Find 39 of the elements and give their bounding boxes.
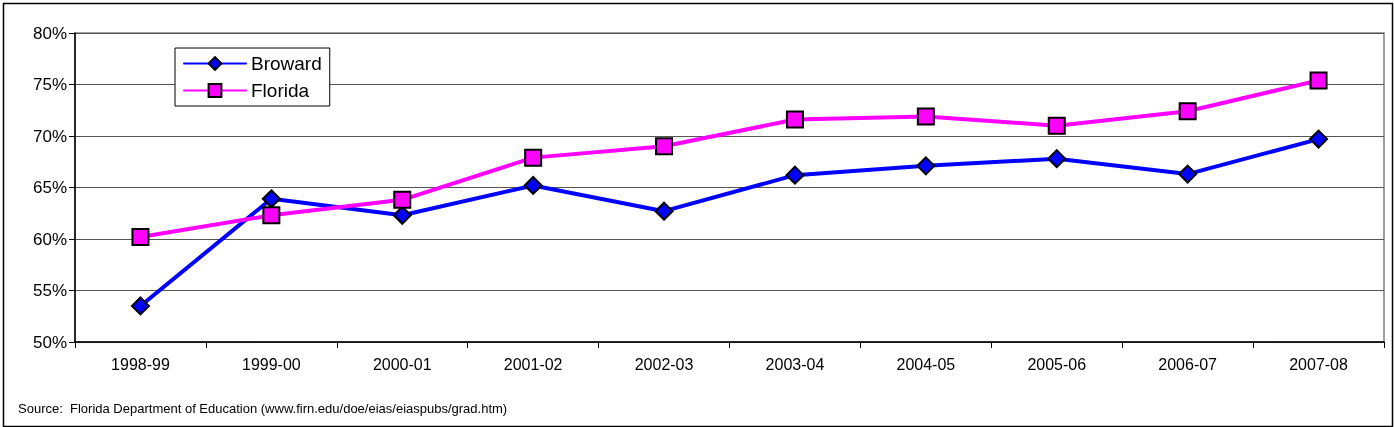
point — [523, 175, 543, 195]
x-tick-label: 2003-04 — [765, 355, 825, 373]
point — [785, 110, 804, 129]
point — [393, 190, 412, 209]
y-tick-label: 55% — [32, 281, 67, 300]
y-tick-label: 75% — [32, 75, 67, 94]
point — [261, 189, 281, 209]
y-tick-label: 70% — [32, 126, 67, 146]
point — [131, 227, 150, 246]
x-tick-label: 2005-06 — [1027, 355, 1087, 373]
y-tick-label: 65% — [32, 178, 67, 197]
point — [130, 296, 150, 316]
point — [1047, 149, 1067, 169]
point — [1309, 71, 1328, 90]
x-tick-label: 2001-02 — [503, 355, 563, 373]
y-tick-label: 50% — [32, 332, 67, 352]
point — [262, 206, 281, 225]
point — [916, 107, 935, 126]
x-tick-label: 2002-03 — [634, 355, 694, 373]
x-tick-label: 2007-08 — [1289, 355, 1349, 373]
point — [1178, 102, 1197, 121]
x-tick-label: 1998-99 — [111, 355, 170, 373]
point — [916, 156, 936, 176]
y-tick-label: 60% — [32, 229, 67, 249]
x-tick-label: 1999-00 — [241, 355, 301, 373]
point — [655, 137, 674, 156]
x-tick-label: 2004-05 — [896, 355, 956, 373]
y-tick-label: 80% — [32, 23, 67, 43]
point — [785, 165, 805, 185]
point — [524, 148, 543, 167]
x-tick-label: 2006-07 — [1158, 355, 1218, 373]
point — [654, 201, 674, 221]
point — [1309, 129, 1329, 149]
source-note: Source: Florida Department of Education (www.firn.edu/doe/eias/eiaspubs/grad.htm) — [18, 401, 508, 416]
x-tick-label: 2000-01 — [372, 355, 432, 373]
legend-label: Broward — [251, 53, 322, 74]
legend-label: Florida — [251, 80, 310, 101]
point — [1047, 116, 1066, 135]
point — [1178, 164, 1198, 184]
